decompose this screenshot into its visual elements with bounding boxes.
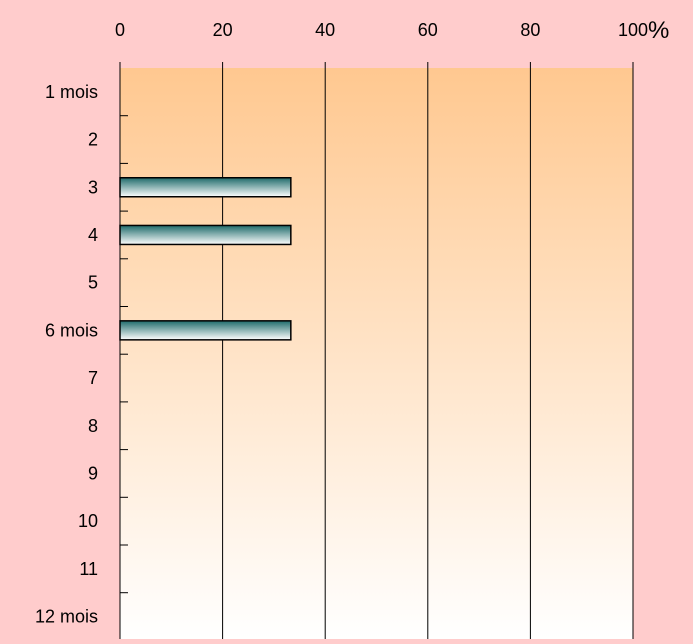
y-tick-label: 1 mois <box>45 82 98 102</box>
x-tick-label: 80 <box>520 20 540 40</box>
x-tick-label: 60 <box>418 20 438 40</box>
x-tick-label: 100 <box>618 20 648 40</box>
bar <box>119 224 292 246</box>
y-tick-label: 7 <box>88 368 98 388</box>
bar <box>119 320 292 341</box>
y-tick-label: 11 <box>79 559 98 579</box>
y-tick-label: 6 mois <box>45 320 98 340</box>
axes <box>119 62 634 639</box>
bars <box>119 177 292 341</box>
gridlines <box>222 68 634 639</box>
bar <box>119 177 292 198</box>
x-tick-label: 0 <box>115 20 125 40</box>
plot-area <box>120 68 633 639</box>
y-tick-label: 5 <box>88 273 98 293</box>
unit-label: % <box>648 17 669 44</box>
x-tick-label: 40 <box>315 20 335 40</box>
x-tick-label: 20 <box>213 20 233 40</box>
y-tick-label: 4 <box>88 225 98 245</box>
y-tick-label: 12 mois <box>35 607 98 627</box>
y-tick-label: 9 <box>88 463 98 483</box>
y-tick-label: 8 <box>88 416 98 436</box>
labels: 0 20 40 60 80 100 1 mois 2 3 4 5 6 mois 7 8 9 10 11 12 mo… <box>35 20 648 627</box>
y-tick-label: 2 <box>88 130 98 150</box>
y-tick-label: 10 <box>78 511 98 531</box>
y-tick-label: 3 <box>88 177 98 197</box>
